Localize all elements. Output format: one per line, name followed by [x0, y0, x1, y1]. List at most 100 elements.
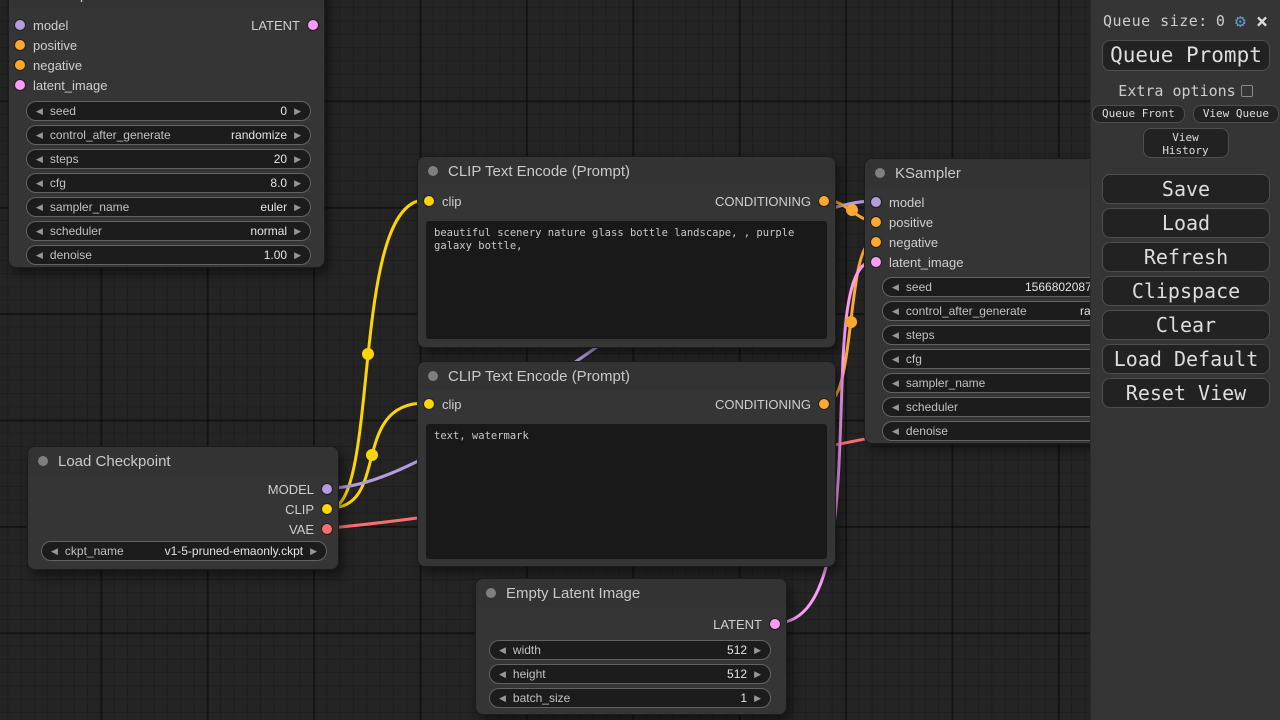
node-title-bar[interactable]: CLIP Text Encode (Prompt) [418, 362, 835, 390]
decrement-arrow-icon[interactable]: ◀ [892, 425, 899, 436]
input-port-latent-image[interactable] [871, 257, 881, 267]
output-port-conditioning[interactable] [819, 399, 829, 409]
output-port-vae[interactable] [322, 524, 332, 534]
decrement-arrow-icon[interactable]: ◀ [36, 177, 43, 188]
widget-denoise[interactable]: ◀ denoise 1.00 ▶ [26, 245, 311, 265]
widget-name: denoise [49, 248, 92, 262]
clear-button[interactable]: Clear [1102, 310, 1270, 340]
decrement-arrow-icon[interactable]: ◀ [892, 329, 899, 340]
load-button[interactable]: Load [1102, 208, 1270, 238]
prompt-textarea[interactable]: text, watermark [426, 424, 827, 559]
node-clip-text-encode-negative[interactable]: CLIP Text Encode (Prompt) clip CONDITION… [417, 361, 836, 567]
collapse-dot-icon[interactable] [875, 168, 885, 178]
decrement-arrow-icon[interactable]: ◀ [36, 249, 43, 260]
input-port-positive[interactable] [15, 40, 25, 50]
node-load-checkpoint[interactable]: Load Checkpoint MODEL CLIP VAE ◀ ckpt_na… [27, 446, 339, 570]
increment-arrow-icon[interactable]: ▶ [294, 225, 301, 236]
comfy-menu: Queue size: 0 ⚙ × Queue Prompt Extra opt… [1090, 0, 1280, 720]
increment-arrow-icon[interactable]: ▶ [294, 129, 301, 140]
increment-arrow-icon[interactable]: ▶ [294, 177, 301, 188]
decrement-arrow-icon[interactable]: ◀ [499, 644, 506, 655]
node-ksampler-left[interactable]: KSampler model LATENT positive negative … [8, 0, 325, 268]
decrement-arrow-icon[interactable]: ◀ [892, 305, 899, 316]
node-title-bar[interactable]: Empty Latent Image [476, 579, 786, 607]
input-label: model [889, 194, 925, 210]
output-label: CONDITIONING [714, 193, 811, 209]
widget-height[interactable]: ◀ height 512 ▶ [489, 664, 771, 684]
node-clip-text-encode-positive[interactable]: CLIP Text Encode (Prompt) clip CONDITION… [417, 156, 836, 348]
collapse-dot-icon[interactable] [38, 456, 48, 466]
widget-control-after-generate[interactable]: ◀ control_after_generate randomize ▶ [26, 125, 311, 145]
node-title-bar[interactable]: Load Checkpoint [28, 447, 338, 475]
input-port-negative[interactable] [15, 60, 25, 70]
decrement-arrow-icon[interactable]: ◀ [36, 105, 43, 116]
input-port-negative[interactable] [871, 237, 881, 247]
widget-name: scheduler [905, 400, 958, 414]
load-default-button[interactable]: Load Default [1102, 344, 1270, 374]
input-port-latent-image[interactable] [15, 80, 25, 90]
node-title-bar[interactable]: KSampler [9, 0, 324, 8]
input-port-positive[interactable] [871, 217, 881, 227]
input-port-model[interactable] [871, 197, 881, 207]
widget-value: 512 [727, 667, 748, 681]
node-title-bar[interactable]: CLIP Text Encode (Prompt) [418, 157, 835, 185]
decrement-arrow-icon[interactable]: ◀ [51, 545, 58, 556]
widget-name: steps [49, 152, 79, 166]
decrement-arrow-icon[interactable]: ◀ [36, 225, 43, 236]
save-button[interactable]: Save [1102, 174, 1270, 204]
decrement-arrow-icon[interactable]: ◀ [499, 692, 506, 703]
increment-arrow-icon[interactable]: ▶ [754, 644, 761, 655]
input-label: negative [889, 234, 939, 250]
collapse-dot-icon[interactable] [428, 371, 438, 381]
decrement-arrow-icon[interactable]: ◀ [892, 353, 899, 364]
refresh-button[interactable]: Refresh [1102, 242, 1270, 272]
widget-cfg[interactable]: ◀ cfg 8.0 ▶ [26, 173, 311, 193]
decrement-arrow-icon[interactable]: ◀ [36, 129, 43, 140]
increment-arrow-icon[interactable]: ▶ [310, 545, 317, 556]
collapse-dot-icon[interactable] [486, 588, 496, 598]
output-port-latent[interactable] [308, 20, 318, 30]
output-port-clip[interactable] [322, 504, 332, 514]
output-port-conditioning[interactable] [819, 196, 829, 206]
queue-front-button[interactable]: Queue Front [1091, 105, 1185, 123]
decrement-arrow-icon[interactable]: ◀ [36, 153, 43, 164]
increment-arrow-icon[interactable]: ▶ [754, 692, 761, 703]
increment-arrow-icon[interactable]: ▶ [294, 249, 301, 260]
widget-value: 512 [727, 643, 748, 657]
prompt-textarea[interactable]: beautiful scenery nature glass bottle la… [426, 221, 827, 339]
increment-arrow-icon[interactable]: ▶ [754, 668, 761, 679]
reset-view-button[interactable]: Reset View [1102, 378, 1270, 408]
collapse-dot-icon[interactable] [428, 166, 438, 176]
output-port-model[interactable] [322, 484, 332, 494]
input-label: clip [442, 396, 462, 412]
queue-prompt-button[interactable]: Queue Prompt [1102, 40, 1270, 71]
extra-options-checkbox[interactable] [1240, 85, 1253, 97]
decrement-arrow-icon[interactable]: ◀ [892, 377, 899, 388]
settings-gear-icon[interactable]: ⚙ [1234, 10, 1246, 32]
decrement-arrow-icon[interactable]: ◀ [36, 201, 43, 212]
widget-scheduler[interactable]: ◀ scheduler normal ▶ [26, 221, 311, 241]
widget-value: 0 [280, 104, 288, 118]
widget-sampler-name[interactable]: ◀ sampler_name euler ▶ [26, 197, 311, 217]
widget-ckpt-name[interactable]: ◀ ckpt_name v1-5-pruned-emaonly.ckpt ▶ [41, 541, 327, 561]
increment-arrow-icon[interactable]: ▶ [294, 153, 301, 164]
decrement-arrow-icon[interactable]: ◀ [892, 281, 899, 292]
decrement-arrow-icon[interactable]: ◀ [499, 668, 506, 679]
view-history-button[interactable]: View History [1142, 128, 1229, 158]
decrement-arrow-icon[interactable]: ◀ [892, 401, 899, 412]
input-label: latent_image [889, 254, 964, 270]
node-empty-latent-image[interactable]: Empty Latent Image LATENT ◀ width 512 ▶ … [475, 578, 787, 715]
input-port-model[interactable] [15, 20, 25, 30]
input-port-clip[interactable] [424, 399, 434, 409]
increment-arrow-icon[interactable]: ▶ [294, 105, 301, 116]
widget-seed[interactable]: ◀ seed 0 ▶ [26, 101, 311, 121]
widget-steps[interactable]: ◀ steps 20 ▶ [26, 149, 311, 169]
increment-arrow-icon[interactable]: ▶ [294, 201, 301, 212]
widget-width[interactable]: ◀ width 512 ▶ [489, 640, 771, 660]
clipspace-button[interactable]: Clipspace [1102, 276, 1270, 306]
view-queue-button[interactable]: View Queue [1192, 105, 1280, 123]
close-icon[interactable]: × [1255, 9, 1268, 33]
input-port-clip[interactable] [424, 196, 434, 206]
widget-batch-size[interactable]: ◀ batch_size 1 ▶ [489, 688, 771, 708]
output-port-latent[interactable] [770, 619, 780, 629]
